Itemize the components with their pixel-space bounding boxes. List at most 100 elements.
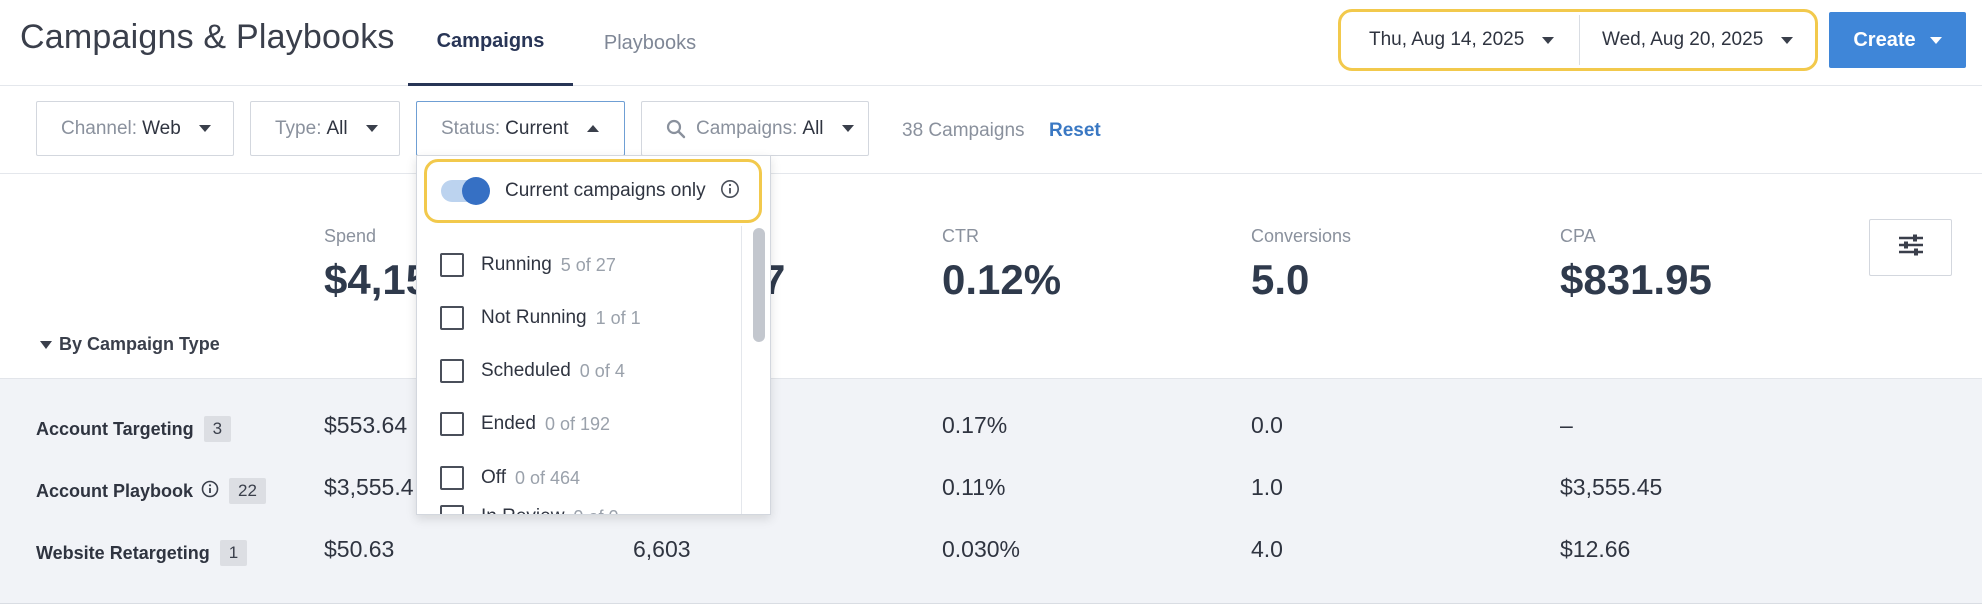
scrollbar-thumb[interactable] xyxy=(753,228,765,342)
stat-value-cpa: $831.95 xyxy=(1560,256,1712,303)
table-cell: $553.64 xyxy=(324,412,408,438)
toggle-label: Current campaigns only xyxy=(505,180,706,201)
channel-filter-label: Channel: xyxy=(61,117,138,139)
option-label: Scheduled xyxy=(481,360,571,381)
checkbox[interactable] xyxy=(440,253,464,277)
chevron-down-icon xyxy=(198,125,211,132)
option-count: 0 of 464 xyxy=(515,467,581,488)
table-cell: 0.17% xyxy=(942,412,1008,438)
stat-value-spend: $4,15 xyxy=(324,256,430,303)
table-cell: – xyxy=(1560,412,1573,438)
column-settings-button[interactable] xyxy=(1869,219,1952,276)
campaigns-filter-value: All xyxy=(802,117,824,139)
chevron-down-icon xyxy=(841,125,854,132)
status-filter-value: Current xyxy=(505,117,569,139)
by-campaign-type-label: By Campaign Type xyxy=(59,334,220,354)
toggle-knob xyxy=(462,177,490,205)
count-badge: 3 xyxy=(203,416,232,442)
search-icon xyxy=(666,119,686,139)
table-cell: 4.0 xyxy=(1251,536,1283,562)
status-filter[interactable]: Status: Current xyxy=(416,101,625,156)
chevron-down-icon xyxy=(40,340,52,349)
channel-filter[interactable]: Channel: Web xyxy=(36,101,234,156)
table-row-label[interactable]: Account Playbook 22 xyxy=(36,478,266,504)
checkbox[interactable] xyxy=(440,412,464,436)
table-row-label[interactable]: Website Retargeting 1 xyxy=(36,540,248,566)
end-date-button[interactable]: Wed, Aug 20, 2025 xyxy=(1579,15,1809,65)
table-cell: $50.63 xyxy=(324,536,395,562)
table-cell: 1.0 xyxy=(1251,474,1283,500)
stat-value-ctr: 0.12% xyxy=(942,256,1062,303)
sliders-icon xyxy=(1897,233,1925,262)
stat-label-conversions: Conversions xyxy=(1251,226,1352,246)
current-campaigns-toggle-row[interactable]: Current campaigns only xyxy=(424,159,762,223)
current-campaigns-toggle[interactable] xyxy=(441,177,490,205)
table-cell: 0.030% xyxy=(942,536,1021,562)
by-campaign-type-toggle[interactable]: By Campaign Type xyxy=(40,334,220,355)
start-date-button[interactable]: Thu, Aug 14, 2025 xyxy=(1347,15,1580,65)
option-label: Off xyxy=(481,467,506,488)
option-label: Running xyxy=(481,254,552,275)
stat-label-spend: Spend xyxy=(324,226,377,246)
type-filter-value: All xyxy=(326,117,348,139)
date-range-picker: Thu, Aug 14, 2025 Wed, Aug 20, 2025 xyxy=(1338,9,1818,71)
reset-link[interactable]: Reset xyxy=(1049,120,1101,141)
create-button[interactable]: Create xyxy=(1829,12,1966,68)
status-option-not-running[interactable]: Not Running 1 of 1 xyxy=(440,303,641,333)
option-count: 0 of 0 xyxy=(573,507,618,515)
table-row-label[interactable]: Account Targeting 3 xyxy=(36,416,232,442)
info-icon[interactable] xyxy=(201,480,219,503)
tab-playbooks[interactable]: Playbooks xyxy=(603,31,697,54)
option-count: 0 of 4 xyxy=(579,360,625,381)
tab-campaigns[interactable]: Campaigns xyxy=(408,0,573,86)
chevron-down-icon xyxy=(1781,36,1794,44)
start-date-label: Thu, Aug 14, 2025 xyxy=(1369,29,1525,50)
table-cell: $3,555.4 xyxy=(324,474,414,500)
page-header: Campaigns & Playbooks Campaigns Playbook… xyxy=(0,0,1982,86)
campaigns-filter[interactable]: Campaigns: All xyxy=(641,101,869,156)
chevron-up-icon xyxy=(586,125,599,132)
option-label: Ended xyxy=(481,413,536,434)
row-label-text: Website Retargeting xyxy=(36,542,210,563)
chevron-down-icon xyxy=(1929,36,1942,44)
checkbox[interactable] xyxy=(440,466,464,490)
table-cell: 6,603 xyxy=(633,536,691,562)
type-filter[interactable]: Type: All xyxy=(250,101,400,156)
count-badge: 1 xyxy=(219,540,248,566)
status-dropdown: Current campaigns only Running 5 of 27 N… xyxy=(416,155,771,515)
option-label: Not Running xyxy=(481,307,587,328)
chevron-down-icon xyxy=(1542,36,1555,44)
type-filter-label: Type: xyxy=(275,117,322,139)
table-cell: $12.66 xyxy=(1560,536,1631,562)
count-badge: 22 xyxy=(229,478,266,504)
option-count: 1 of 1 xyxy=(595,307,641,328)
table-cell: $3,555.45 xyxy=(1560,474,1663,500)
status-option-scheduled[interactable]: Scheduled 0 of 4 xyxy=(440,356,625,386)
campaign-count: 38 Campaigns xyxy=(902,120,1025,141)
option-count: 0 of 192 xyxy=(544,413,611,434)
stat-label-cpa: CPA xyxy=(1560,226,1596,246)
stat-value-conversions: 5.0 xyxy=(1251,256,1310,303)
option-label: In Review xyxy=(481,506,564,514)
page-title: Campaigns & Playbooks xyxy=(20,18,395,56)
checkbox[interactable] xyxy=(440,359,464,383)
status-option-ended[interactable]: Ended 0 of 192 xyxy=(440,409,610,439)
filter-bar: Channel: Web Type: All Status: Current C… xyxy=(0,87,1982,174)
status-option-off[interactable]: Off 0 of 464 xyxy=(440,463,580,493)
row-label-text: Account Targeting xyxy=(36,418,194,439)
dropdown-scrollbar[interactable] xyxy=(751,226,766,514)
status-option-running[interactable]: Running 5 of 27 xyxy=(440,250,616,280)
table-cell: 0.11% xyxy=(942,474,1006,500)
table-cell: 0.0 xyxy=(1251,412,1283,438)
checkbox[interactable] xyxy=(440,306,464,330)
status-option-in-review[interactable]: In Review 0 of 0 xyxy=(440,502,618,515)
channel-filter-value: Web xyxy=(142,117,181,139)
campaign-type-table: Account Targeting 3 $553.64 0.17% 0.0 – … xyxy=(0,378,1982,604)
checkbox[interactable] xyxy=(440,505,464,514)
stat-label-ctr: CTR xyxy=(942,226,979,246)
option-count: 5 of 27 xyxy=(560,254,616,275)
status-options-list: Running 5 of 27 Not Running 1 of 1 Sched… xyxy=(417,226,742,515)
end-date-label: Wed, Aug 20, 2025 xyxy=(1601,29,1764,50)
status-filter-label: Status: xyxy=(441,117,501,139)
info-icon[interactable] xyxy=(720,179,740,204)
